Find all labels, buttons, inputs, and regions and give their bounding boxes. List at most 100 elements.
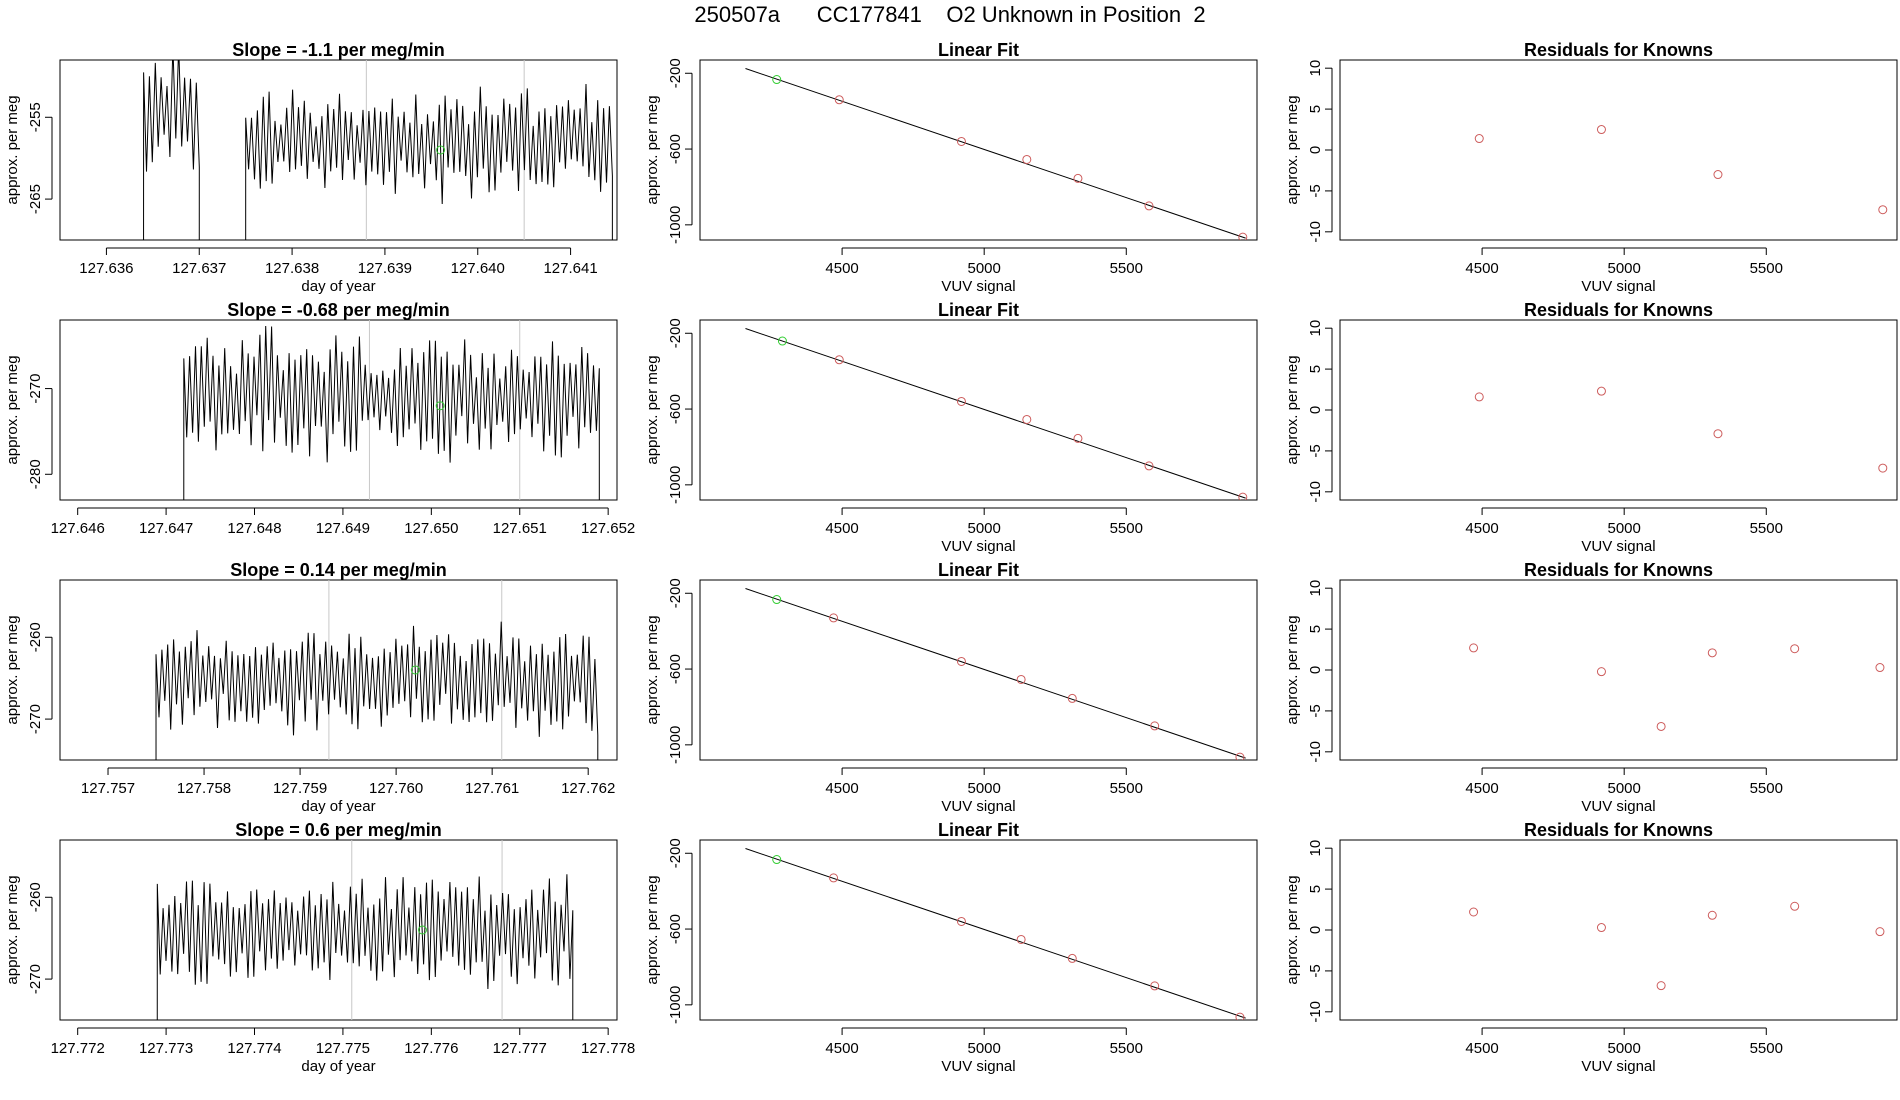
known-point bbox=[1469, 907, 1479, 917]
signal-trace bbox=[155, 621, 599, 760]
y-axis: -260 -270 approx. per meg bbox=[4, 875, 53, 994]
x-tick-label: 127.640 bbox=[451, 260, 505, 277]
plot-frame bbox=[59, 59, 618, 241]
x-tick-label: 127.757 bbox=[81, 780, 135, 797]
known-point bbox=[956, 916, 966, 926]
plot-area bbox=[745, 68, 1248, 240]
known-point bbox=[1474, 134, 1484, 144]
x-tick-label: 4500 bbox=[825, 520, 858, 537]
figure-title: 250507a CC177841 O2 Unknown in Position … bbox=[694, 2, 1206, 27]
x-tick-label: 5500 bbox=[1110, 260, 1143, 277]
x-axis-label: VUV signal bbox=[1581, 1058, 1655, 1075]
x-axis: 127.636 127.637 127.638 127.639 127.640 127.6… bbox=[79, 247, 598, 295]
known-point bbox=[1656, 981, 1666, 991]
y-tick-label: -260 bbox=[27, 622, 44, 652]
y-tick-label: 5 bbox=[1307, 625, 1324, 633]
known-point bbox=[1656, 721, 1666, 731]
known-point bbox=[1150, 981, 1160, 991]
y-tick-label: -1000 bbox=[667, 986, 684, 1024]
x-axis: 4500 5000 5500 VUV signal bbox=[1465, 507, 1783, 555]
panel-row3-linearfit: Linear Fit 4500 5000 5500 VUV signal -200 -600… bbox=[644, 560, 1258, 815]
y-tick-label: -1000 bbox=[667, 726, 684, 764]
plot-frame bbox=[1339, 579, 1898, 761]
x-tick-label: 5000 bbox=[1607, 520, 1640, 537]
x-tick-label: 127.649 bbox=[316, 520, 370, 537]
panel-title: Slope = 0.6 per meg/min bbox=[235, 820, 442, 840]
known-point bbox=[1016, 934, 1026, 944]
x-axis-label: day of year bbox=[301, 1058, 375, 1075]
x-tick-label: 5000 bbox=[967, 260, 1000, 277]
x-axis-label: VUV signal bbox=[1581, 538, 1655, 555]
known-point bbox=[834, 355, 844, 365]
known-point bbox=[1016, 674, 1026, 684]
y-tick-label: -5 bbox=[1307, 184, 1324, 197]
unknown-mean-point bbox=[436, 145, 446, 155]
y-axis: -255 -265 approx. per meg bbox=[4, 95, 53, 214]
y-tick-label: 10 bbox=[1307, 840, 1324, 857]
x-tick-label: 127.774 bbox=[227, 1040, 281, 1057]
panel-title: Residuals for Knowns bbox=[1524, 560, 1713, 580]
panel-row1-residuals: Residuals for Knowns 4500 5000 5500 VUV sign… bbox=[1284, 40, 1898, 295]
y-tick-label: -600 bbox=[667, 134, 684, 164]
y-axis-label: approx. per meg bbox=[644, 875, 661, 984]
x-tick-label: 5500 bbox=[1110, 1040, 1143, 1057]
unknown-mean-point bbox=[417, 925, 427, 935]
plot-frame bbox=[1339, 839, 1898, 1021]
y-axis: -270 -280 approx. per meg bbox=[4, 355, 53, 489]
unknown-mean-point bbox=[435, 401, 445, 411]
signal-trace bbox=[183, 325, 600, 500]
x-tick-label: 127.761 bbox=[465, 780, 519, 797]
x-tick-label: 4500 bbox=[825, 780, 858, 797]
x-tick-label: 127.777 bbox=[493, 1040, 547, 1057]
panel-title: Linear Fit bbox=[938, 820, 1019, 840]
panel-row3-residuals: Residuals for Knowns 4500 5000 5500 VUV sign… bbox=[1284, 560, 1898, 815]
y-axis-label: approx. per meg bbox=[4, 355, 21, 464]
x-tick-label: 5000 bbox=[967, 780, 1000, 797]
y-tick-label: -600 bbox=[667, 654, 684, 684]
known-point bbox=[1707, 910, 1717, 920]
plot-frame bbox=[699, 839, 1258, 1021]
y-axis-label: approx. per meg bbox=[644, 355, 661, 464]
x-axis-label: VUV signal bbox=[941, 278, 1015, 295]
known-point bbox=[1713, 429, 1723, 439]
known-point bbox=[829, 873, 839, 883]
y-tick-label: 10 bbox=[1307, 60, 1324, 77]
x-tick-label: 127.646 bbox=[51, 520, 105, 537]
x-axis: 4500 5000 5500 VUV signal bbox=[825, 247, 1143, 295]
known-point bbox=[1073, 433, 1083, 443]
y-axis: -200 -600 -1000 approx. per meg bbox=[644, 838, 693, 1024]
unknown-mean-point bbox=[410, 665, 420, 675]
x-tick-label: 127.637 bbox=[172, 260, 226, 277]
panel-title: Residuals for Knowns bbox=[1524, 300, 1713, 320]
panel-title: Linear Fit bbox=[938, 40, 1019, 60]
y-axis-label: approx. per meg bbox=[644, 615, 661, 724]
plot-area bbox=[183, 320, 600, 500]
y-axis-label: approx. per meg bbox=[1284, 875, 1301, 984]
x-tick-label: 4500 bbox=[1465, 520, 1498, 537]
x-axis-label: day of year bbox=[301, 798, 375, 815]
x-tick-label: 127.758 bbox=[177, 780, 231, 797]
plot-frame bbox=[1339, 59, 1898, 241]
signal-trace bbox=[143, 60, 200, 240]
y-tick-label: -270 bbox=[27, 374, 44, 404]
y-tick-label: -5 bbox=[1307, 704, 1324, 717]
panel-title: Linear Fit bbox=[938, 300, 1019, 320]
unknown-point bbox=[772, 855, 782, 865]
y-tick-label: 0 bbox=[1307, 406, 1324, 414]
y-tick-label: -1000 bbox=[667, 466, 684, 504]
known-point bbox=[1238, 492, 1248, 500]
x-axis: 4500 5000 5500 VUV signal bbox=[825, 507, 1143, 555]
unknown-point bbox=[772, 75, 782, 85]
y-axis: 10 5 0 -5 -10 approx. per meg bbox=[1284, 60, 1333, 243]
panel-row2-residuals: Residuals for Knowns 4500 5000 5500 VUV sign… bbox=[1284, 300, 1898, 555]
y-tick-label: -260 bbox=[27, 882, 44, 912]
y-tick-label: -600 bbox=[667, 914, 684, 944]
x-axis-label: VUV signal bbox=[941, 798, 1015, 815]
known-point bbox=[956, 656, 966, 666]
x-tick-label: 127.648 bbox=[227, 520, 281, 537]
known-point bbox=[956, 136, 966, 146]
panel-row2-linearfit: Linear Fit 4500 5000 5500 VUV signal -200 -600… bbox=[644, 300, 1258, 555]
known-point bbox=[1596, 125, 1606, 135]
